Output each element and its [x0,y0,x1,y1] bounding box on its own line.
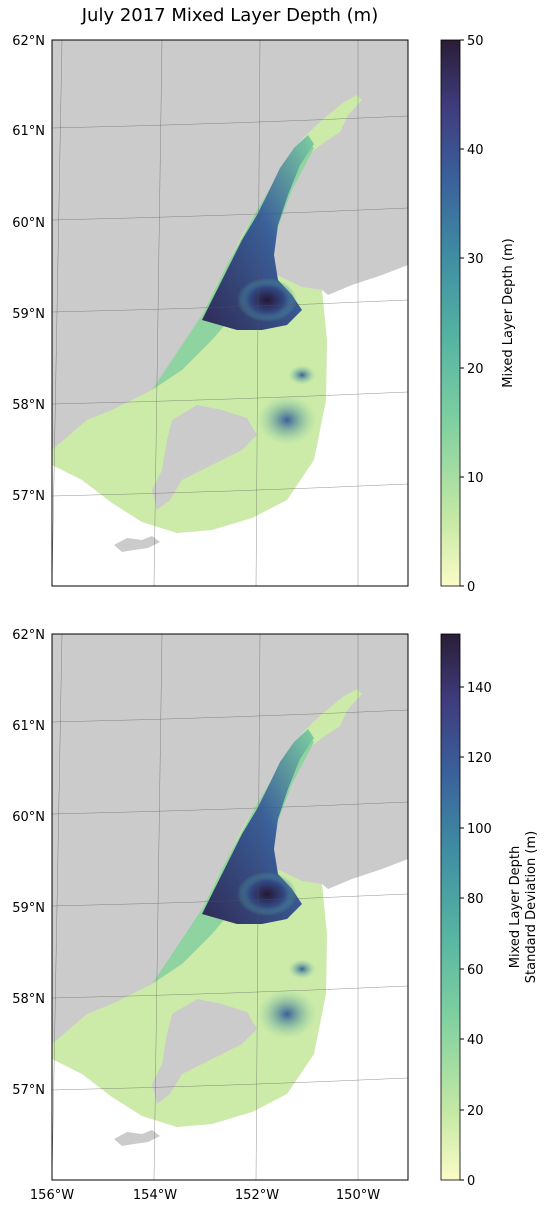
cbar-stdev-tick: 0 [467,1174,475,1189]
lat-label-59-bottom: 59°N [12,901,45,916]
lat-label-58-top: 58°N [12,398,45,413]
colorbar-stdev-label-line1: Mixed Layer Depth [508,846,523,968]
figure-title: July 2017 Mixed Layer Depth (m) [81,5,379,26]
map-panel-mean [51,39,409,587]
cbar-stdev-tick: 100 [467,822,492,837]
lat-label-57-bottom: 57°N [12,1083,45,1098]
lat-label-62-bottom: 62°N [12,628,45,643]
cbar-stdev-tick: 80 [467,892,484,907]
cbar-stdev-tick: 40 [467,1033,484,1048]
lat-label-59-top: 59°N [12,307,45,322]
lat-label-61-top: 61°N [12,124,45,139]
map-panel-stdev [51,633,409,1181]
cbar-mean-tick: 30 [467,252,484,267]
cbar-mean-tick: 10 [467,471,484,486]
lat-label-57-top: 57°N [12,489,45,504]
colorbar-stdev-ticks: 0 20 40 60 80 100 120 140 [460,681,492,1189]
cbar-mean-tick: 40 [467,143,484,158]
colorbar-stdev: 0 20 40 60 80 100 120 140 Mixed Layer De… [440,633,539,1189]
lat-label-60-top: 60°N [12,216,45,231]
lat-label-58-bottom: 58°N [12,992,45,1007]
cbar-stdev-tick: 120 [467,751,492,766]
colorbar-mean-label: Mixed Layer Depth (m) [501,238,516,387]
lat-labels-bottom: 62°N 61°N 60°N 59°N 58°N 57°N [12,628,45,1098]
lat-label-61-bottom: 61°N [12,719,45,734]
lon-label-150: 150°W [336,1188,380,1203]
lon-label-152: 152°W [235,1188,279,1203]
colorbar-stdev-ramp [440,633,461,1181]
cbar-stdev-tick: 20 [467,1104,484,1119]
lat-label-60-bottom: 60°N [12,810,45,825]
cbar-mean-tick: 20 [467,362,484,377]
lat-labels-top: 62°N 61°N 60°N 59°N 58°N 57°N [12,34,45,504]
lat-label-62-top: 62°N [12,34,45,49]
colorbar-mean-ramp [440,39,461,587]
colorbar-stdev-label-line2: Standard Deviation (m) [524,831,539,983]
cbar-mean-tick: 0 [467,580,475,595]
lon-label-156: 156°W [30,1188,74,1203]
cbar-stdev-tick: 60 [467,963,484,978]
lon-label-154: 154°W [133,1188,177,1203]
colorbar-mean-ticks: 0 10 20 30 40 50 [460,34,484,595]
lon-labels: 156°W 154°W 152°W 150°W [30,1188,380,1203]
cbar-mean-tick: 50 [467,34,484,49]
colorbar-mean: 0 10 20 30 40 50 Mixed Layer Depth (m) [440,34,516,595]
cbar-stdev-tick: 140 [467,681,492,696]
